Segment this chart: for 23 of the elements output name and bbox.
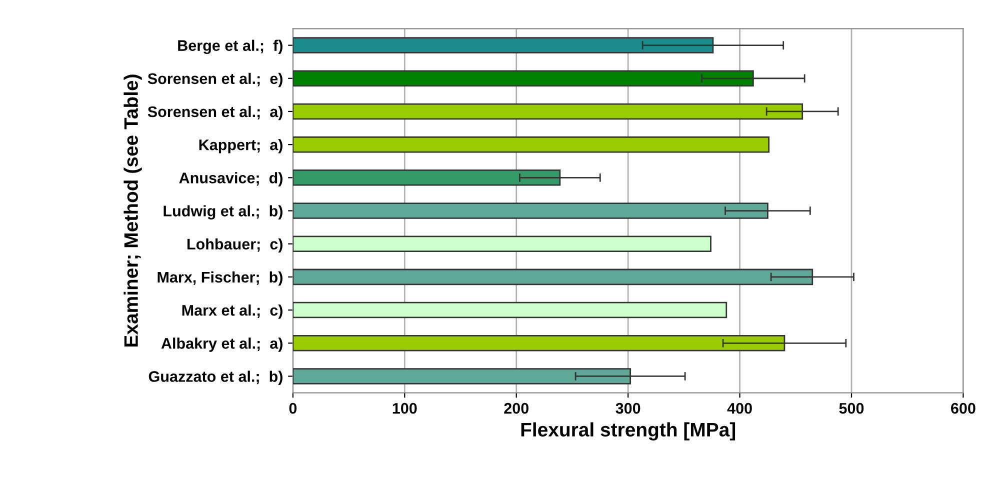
bar: [292, 302, 728, 318]
y-tick-label: Albakry et al.; a): [161, 338, 282, 352]
y-tick-label: Lohbauer; c): [187, 238, 282, 253]
y-tick-label: Anusavice; d): [179, 172, 282, 186]
y-tick-label: Guazzato et al.; b): [148, 370, 282, 385]
y-tick-label: Marx, Fischer; b): [158, 271, 282, 286]
y-tick-label: Sorensen et al.; e): [148, 72, 282, 88]
x-tick-label: 300: [616, 402, 640, 414]
x-axis-title: Flexural strength [MPa]: [521, 422, 736, 441]
x-tick-label: 200: [504, 402, 528, 414]
x-tick-label: 400: [727, 402, 752, 414]
x-tick-label: 100: [392, 402, 417, 414]
y-tick-label: Sorensen et al.; a): [148, 106, 282, 120]
bar: [292, 136, 770, 153]
y-axis-title: Examiner; Method (see Table): [124, 74, 142, 346]
x-tick-label: 600: [951, 402, 976, 414]
y-tick-label: Ludwig et al.; b): [164, 205, 282, 220]
y-tick-label: Berge et al.; f): [178, 40, 282, 54]
bar: [292, 236, 712, 252]
y-tick-label: Kappert; a): [199, 139, 282, 154]
y-tick-label: Marx et al.; c): [182, 304, 282, 319]
x-tick-label: 0: [289, 402, 297, 414]
x-tick-label: 500: [839, 402, 864, 414]
